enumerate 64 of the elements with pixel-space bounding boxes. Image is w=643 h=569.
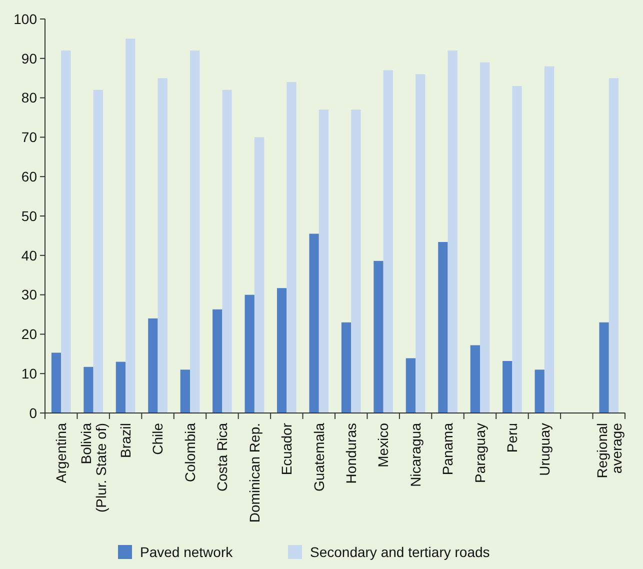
y-tick-label: 0 xyxy=(29,404,38,421)
y-tick-label: 40 xyxy=(21,247,38,264)
bar xyxy=(158,78,168,413)
x-tick-label: Dominican Rep. xyxy=(246,423,262,523)
bar xyxy=(416,74,426,413)
x-tick-label: Mexico xyxy=(375,422,392,468)
bar xyxy=(116,362,126,413)
bar xyxy=(534,370,544,413)
bar xyxy=(93,90,103,413)
bar xyxy=(148,318,158,413)
x-tick-label: Panama xyxy=(440,422,456,476)
bar xyxy=(502,360,512,413)
bar xyxy=(84,366,94,413)
x-tick-label: Bolivia (Plur. State of) xyxy=(78,422,109,512)
y-tick-label: 60 xyxy=(21,168,38,184)
bar xyxy=(126,38,136,413)
x-tick-label: Argentina xyxy=(53,422,70,483)
y-tick-label: 80 xyxy=(21,90,38,106)
x-tick-label: Chile xyxy=(150,422,166,455)
x-tick-label: Uruguay xyxy=(536,423,552,476)
bar xyxy=(180,370,190,413)
x-tick-label: Regional average xyxy=(594,422,624,478)
bar xyxy=(544,66,554,413)
bar xyxy=(351,110,361,413)
bar xyxy=(190,50,200,413)
legend-label: Paved network xyxy=(140,544,234,560)
y-tick-label: 70 xyxy=(21,129,38,146)
bar xyxy=(448,50,458,413)
bar xyxy=(341,322,352,413)
bar xyxy=(608,78,619,413)
y-tick-label: 30 xyxy=(21,286,38,303)
bar xyxy=(51,352,62,413)
bar xyxy=(309,234,319,413)
bar xyxy=(277,288,287,413)
bar xyxy=(61,50,71,413)
x-tick-label: Paraguay xyxy=(472,423,488,483)
y-tick-label: 10 xyxy=(21,366,38,382)
bar xyxy=(222,90,232,413)
x-tick-label: Costa Rica xyxy=(214,422,230,492)
bar xyxy=(383,70,393,413)
bar xyxy=(512,86,522,413)
bar xyxy=(480,62,490,413)
y-tick-label: 20 xyxy=(21,326,38,342)
x-tick-label: Nicaragua xyxy=(407,422,424,487)
x-tick-label: Colombia xyxy=(182,422,198,482)
bar xyxy=(374,260,384,413)
bar xyxy=(470,345,480,413)
x-tick-label: Guatemala xyxy=(310,422,327,492)
bar xyxy=(244,294,254,413)
bar xyxy=(406,358,416,413)
bar xyxy=(212,309,222,413)
y-tick-label: 90 xyxy=(21,50,38,66)
y-tick-label: 50 xyxy=(21,208,38,224)
legend-label: Secondary and tertiary roads xyxy=(310,544,490,560)
bar xyxy=(438,242,448,413)
x-tick-label: Peru xyxy=(504,423,520,453)
bar xyxy=(599,322,609,413)
x-tick-label: Ecuador xyxy=(278,422,295,476)
bar xyxy=(318,110,329,413)
bar xyxy=(286,82,296,413)
bar xyxy=(254,137,264,413)
x-tick-label: Honduras xyxy=(343,423,360,484)
x-tick-label: Brazil xyxy=(117,423,134,458)
y-tick-label: 100 xyxy=(14,10,38,27)
